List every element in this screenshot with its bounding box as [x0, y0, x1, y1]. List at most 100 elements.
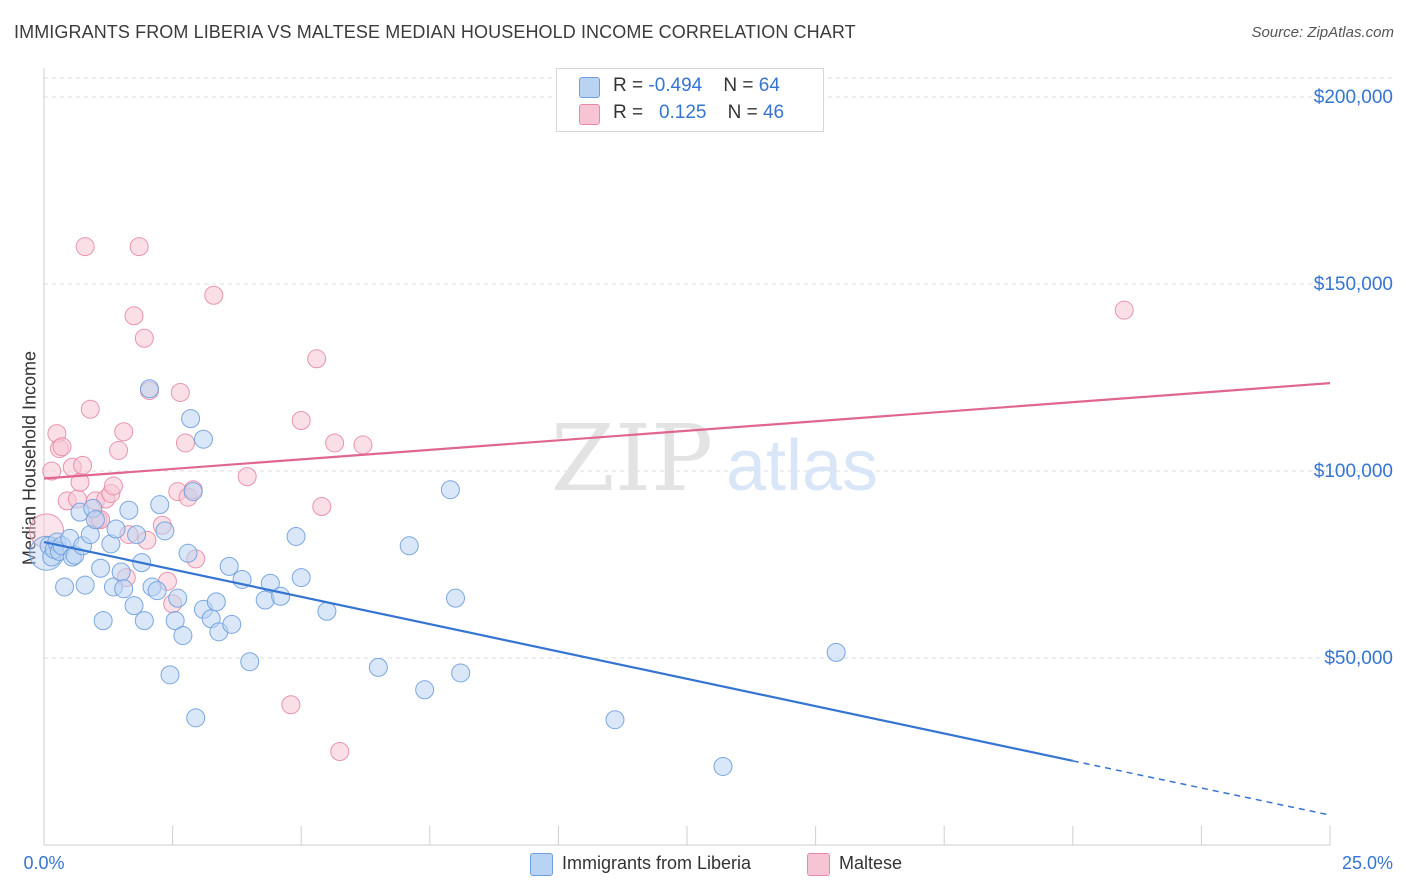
y-tick-label: $200,000 [1314, 87, 1393, 108]
liberia-point [219, 556, 239, 576]
maltese-point [103, 476, 123, 496]
liberia-point [605, 710, 625, 730]
n-label: N = [727, 102, 763, 123]
maltese-swatch [807, 853, 830, 876]
stats-text: R = -0.494 N = 64 [613, 75, 780, 97]
maltese-point [134, 328, 154, 348]
liberia-point [183, 482, 203, 502]
r-label: R = [613, 75, 649, 96]
liberia-point [150, 495, 170, 515]
stats-legend: R = -0.494 N = 64 R = 0.125 N = 46 [556, 68, 824, 132]
liberia-point [85, 510, 105, 530]
liberia-point [165, 611, 185, 631]
liberia-point [222, 614, 242, 634]
liberia-point [134, 611, 154, 631]
maltese-point [80, 399, 100, 419]
liberia-point [186, 708, 206, 728]
axes [43, 68, 1331, 846]
legend-item-liberia: Immigrants from Liberia [530, 852, 790, 878]
maltese-point [175, 433, 195, 453]
maltese-point [73, 455, 93, 475]
n-label: N = [723, 75, 759, 96]
liberia-point [106, 519, 126, 539]
liberia-swatch [530, 853, 553, 876]
watermark-zip: ZIP [551, 405, 713, 512]
liberia-point [368, 657, 388, 677]
watermark: ZIP atlas [551, 405, 878, 512]
liberia-point [168, 588, 188, 608]
liberia-point [93, 611, 113, 631]
liberia-point [55, 577, 75, 597]
maltese-trend-line [43, 382, 1331, 480]
maltese-point [52, 437, 72, 457]
maltese-point [281, 695, 301, 715]
liberia-point [240, 652, 260, 672]
chart-title: IMMIGRANTS FROM LIBERIA VS MALTESE MEDIA… [14, 22, 856, 42]
liberia-point [119, 500, 139, 520]
liberia-point [173, 626, 193, 646]
maltese-point [42, 461, 62, 481]
liberia-point [399, 536, 419, 556]
r-label: R = [613, 102, 649, 123]
liberia-point [114, 579, 134, 599]
watermark-atlas: atlas [726, 426, 878, 506]
maltese-point [109, 440, 129, 460]
liberia-point [155, 521, 175, 541]
liberia-point [147, 581, 167, 601]
trend-lines [43, 382, 1331, 816]
y-tick-label: $150,000 [1314, 274, 1393, 295]
maltese-point [1114, 300, 1134, 320]
r-value: -0.494 [648, 75, 703, 96]
y-tick-label: $50,000 [1324, 648, 1393, 669]
legend-item-maltese: Maltese [807, 852, 927, 878]
x-tick-label-max: 25.0% [1342, 853, 1393, 873]
liberia-point [181, 409, 201, 429]
liberia-point [415, 680, 435, 700]
maltese-point [75, 237, 95, 257]
liberia-point [446, 588, 466, 608]
liberia-point [160, 665, 180, 685]
tick-labels: $50,000 $100,000 $150,000 $200,000 0.0% 25.0% [23, 87, 1393, 873]
stats-text: R = 0.125 N = 46 [613, 102, 784, 124]
liberia-point [127, 525, 147, 545]
source-label: Source: ZipAtlas.com [1251, 24, 1394, 41]
n-value: 46 [762, 102, 785, 123]
grid [44, 77, 1396, 659]
maltese-point [312, 497, 332, 517]
maltese-point [307, 349, 327, 369]
liberia-points [29, 379, 846, 776]
liberia-point [260, 573, 280, 593]
legend-label: Maltese [839, 853, 903, 873]
maltese-point [114, 422, 134, 442]
maltese-point [291, 411, 311, 431]
maltese-point [124, 306, 144, 326]
liberia-point [139, 379, 159, 399]
r-value: 0.125 [658, 102, 707, 123]
liberia-point [291, 568, 311, 588]
maltese-point [325, 433, 345, 453]
liberia-trend-line [43, 540, 1074, 762]
n-value: 64 [758, 75, 780, 96]
liberia-trend-extension [1072, 760, 1331, 816]
liberia-point [75, 575, 95, 595]
liberia-point [111, 562, 131, 582]
maltese-point [204, 285, 224, 305]
liberia-point [451, 663, 471, 683]
maltese-point [330, 742, 350, 761]
liberia-point [91, 558, 111, 578]
liberia-point [713, 756, 733, 776]
liberia-swatch [579, 77, 600, 98]
maltese-point [237, 467, 257, 487]
maltese-point [129, 237, 149, 257]
maltese-swatch [579, 104, 600, 125]
liberia-point [193, 429, 213, 449]
liberia-point [440, 480, 460, 500]
maltese-point [170, 382, 190, 402]
x-tick-label-min: 0.0% [23, 853, 64, 873]
liberia-point [286, 526, 306, 546]
legend-label: Immigrants from Liberia [562, 853, 752, 873]
maltese-points [29, 237, 1134, 761]
y-tick-label: $100,000 [1314, 461, 1393, 482]
liberia-point [317, 601, 337, 621]
